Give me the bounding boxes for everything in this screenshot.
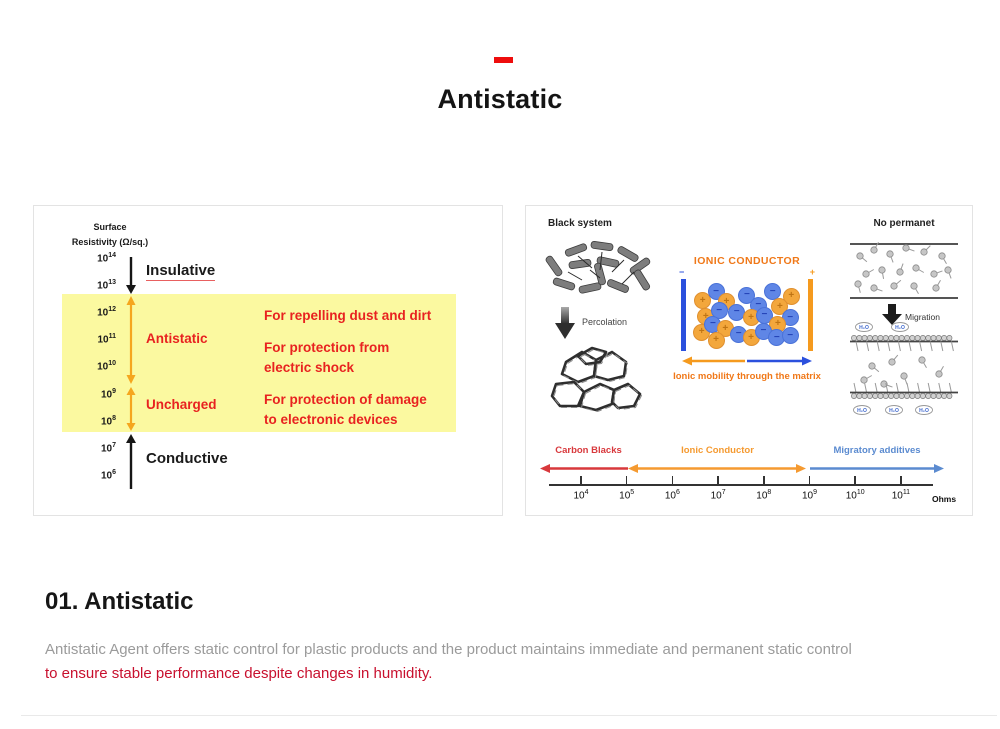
section-heading: 01. Antistatic (45, 588, 194, 615)
conductive-arrow-icon (126, 434, 136, 489)
insulative-arrow-icon (126, 257, 136, 294)
tick-mark (671, 476, 674, 485)
migration-label: Migration (905, 312, 940, 322)
cation-icon: + (694, 292, 712, 310)
ionic-conductor-cell: − + + − + − − + − + − + − − + − + + − + − + − − + − (679, 267, 815, 351)
section-body-highlight-text: to ensure stable performance despite cha… (45, 665, 433, 682)
resistivity-scale: 1014 1013 1012 1011 1010 109 108 107 106 (70, 206, 116, 515)
note: For protection of damage to electronic de… (264, 392, 427, 427)
tick-mark (717, 476, 719, 485)
resistivity-chart-panel: Surface Resistivity (Ω/sq.) 1014 1013 1012… (33, 205, 503, 516)
scale-value: 1012 (97, 306, 116, 319)
h2o-label: H₂O (859, 325, 869, 331)
h2o-label: H₂O (889, 408, 899, 414)
cation-icon: + (782, 287, 800, 305)
h2o-label: H₂O (895, 325, 905, 331)
anion-icon: − (728, 303, 746, 321)
scale-value: 1014 (97, 252, 116, 265)
uncharged-double-arrow-icon (126, 387, 136, 431)
region-label-conductive: Conductive (146, 450, 228, 467)
resistivity-notes: For repelling dust and dirt For protectio… (264, 206, 464, 515)
migratory-additives-arrow-icon (810, 464, 944, 473)
carbon-blacks-arrow-icon (540, 464, 628, 473)
ion-field: + − + − − + − + − + − − + − + + − + − + − − + − (688, 280, 806, 351)
minus-sign: − (679, 267, 685, 277)
spectrum-label-migratory-additives: Migratory additives (833, 445, 921, 456)
percolated-network-illustration (550, 346, 643, 413)
tick-mark (625, 476, 628, 485)
migration-arrow-icon (882, 304, 902, 325)
negative-electrode (681, 279, 686, 351)
anion-icon: − (781, 327, 799, 345)
scale-value: 109 (100, 387, 116, 400)
plus-sign: + (809, 267, 815, 277)
black-system-title: Black system (548, 218, 612, 229)
cation-icon: + (707, 331, 725, 349)
h2o-label: H₂O (857, 408, 867, 414)
anion-icon: − (710, 302, 728, 320)
ionic-mobility-caption: Ionic mobility through the matrix (673, 371, 821, 382)
note: For repelling dust and dirt (264, 308, 432, 323)
no-permanent-title: No permanet (873, 218, 935, 229)
migration-illustration: Migration H₂O H₂O H₂O H₂O H₂O (850, 241, 958, 415)
percolation-arrow-icon (555, 307, 575, 339)
tick-label: 1011 (891, 489, 911, 502)
ion-mobility-arrows-icon (682, 356, 812, 366)
scale-value: 108 (100, 414, 116, 427)
tick-mark (900, 476, 902, 485)
antistatic-double-arrow-icon (126, 296, 136, 384)
spectrum-label-carbon-blacks: Carbon Blacks (555, 445, 622, 456)
note: For protection from electric shock (264, 340, 390, 375)
tick-label: 108 (756, 489, 772, 502)
antistatic-range-highlight (62, 294, 456, 432)
ohm-axis-ticks: 104 105 106 107 108 109 1010 1011 (526, 206, 972, 515)
region-label-insulative: Insulative (146, 262, 216, 281)
percolation-label: Percolation (582, 317, 628, 327)
tick-label: 104 (573, 489, 589, 502)
ohm-axis-line (549, 484, 933, 486)
tick-mark (808, 476, 811, 485)
range-arrows (126, 257, 136, 489)
scale-value: 1011 (97, 333, 116, 346)
tick-mark (580, 476, 582, 485)
scale-value: 106 (100, 468, 116, 482)
region-label-antistatic: Antistatic (146, 331, 208, 346)
ionic-conductor-title: IONIC CONDUCTOR (693, 255, 801, 267)
tick-label: 1010 (845, 489, 865, 502)
tick-label: 105 (619, 489, 635, 502)
tick-label: 107 (710, 489, 726, 502)
tick-mark (854, 476, 856, 485)
tick-label: 106 (664, 489, 680, 502)
spectrum-label-ionic-conductor: Ionic Conductor (681, 445, 754, 456)
accent-dash (494, 57, 513, 63)
carbon-black-flakes-illustration (545, 240, 651, 294)
resistivity-axis-title: Surface Resistivity (Ω/sq.) (40, 220, 180, 250)
h2o-label: H₂O (919, 408, 929, 414)
tick-mark (763, 476, 765, 485)
scale-value: 107 (100, 441, 116, 455)
scale-value: 1013 (97, 279, 116, 292)
footer-divider (21, 715, 997, 716)
axis-title-line1: Surface (93, 222, 127, 232)
ionic-conductor-arrow-icon (628, 464, 806, 473)
scale-value: 1010 (97, 360, 116, 373)
section-body-text: Antistatic Agent offers static control f… (45, 641, 852, 658)
mechanism-diagram-panel: Black system Percolation IONIC CONDUCTOR… (525, 205, 973, 516)
page-title: Antistatic (437, 84, 563, 114)
positive-electrode (808, 279, 813, 351)
tick-label: 109 (801, 489, 818, 502)
axis-title-line2: Resistivity (Ω/sq.) (71, 237, 149, 247)
region-label-uncharged: Uncharged (146, 397, 217, 412)
ohm-axis-unit: Ohms (932, 494, 957, 504)
